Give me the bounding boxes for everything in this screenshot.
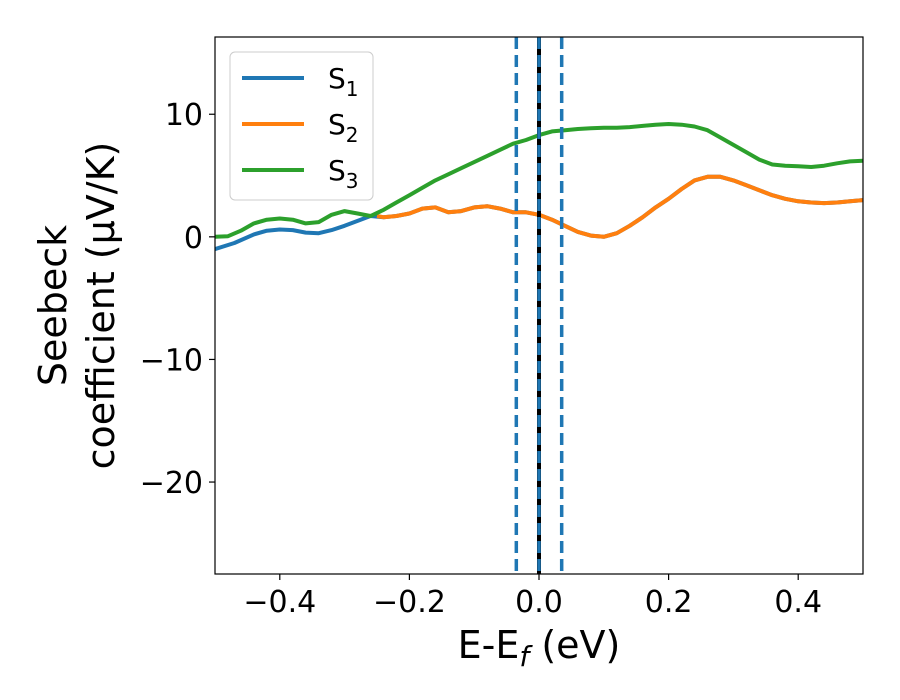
x-axis: −0.4 −0.2 0.0 0.2 0.4 — [243, 574, 822, 620]
y-axis: −20 −10 0 10 — [140, 98, 215, 501]
y-tick-label: −10 — [140, 343, 203, 378]
legend-label-s1: S1 — [328, 62, 359, 101]
y-axis-label-line1: Seebeck — [31, 225, 75, 386]
legend-label-s2: S2 — [328, 108, 359, 147]
y-tick-label: −20 — [140, 466, 203, 501]
x-tick-label: −0.4 — [243, 585, 316, 620]
y-tick-label: 0 — [184, 221, 203, 256]
x-tick-label: 0.4 — [774, 585, 822, 620]
series-line-s2 — [376, 174, 863, 239]
plot-area — [215, 37, 863, 574]
legend: S1 S2 S3 — [229, 51, 374, 201]
legend-label-s3: S3 — [328, 154, 359, 193]
x-tick-label: 0.2 — [645, 585, 693, 620]
x-tick-label: 0.0 — [515, 585, 563, 620]
y-axis-label-line2: coefficient (μV/K) — [79, 142, 123, 470]
y-tick-label: 10 — [165, 98, 203, 133]
x-tick-label: −0.2 — [373, 585, 446, 620]
x-axis-label: E-Ef (eV) — [458, 623, 621, 673]
